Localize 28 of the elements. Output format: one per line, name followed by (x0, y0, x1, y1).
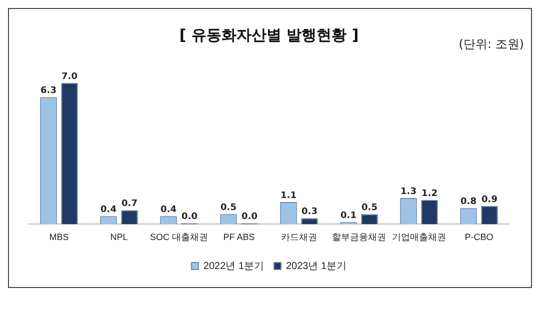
data-label: 0.5 (220, 202, 236, 213)
x-tick-label: 기업매출채권 (392, 232, 446, 242)
text: (단위: 조원) (458, 36, 524, 53)
data-label: 0.9 (482, 194, 498, 205)
data-label: 1.1 (280, 190, 296, 201)
data-label: 1.3 (400, 186, 416, 197)
data-label: 7.0 (62, 72, 78, 82)
x-tick-label: NPL (110, 232, 128, 242)
x-tick-label: P-CBO (464, 232, 494, 242)
data-label: 0.0 (242, 212, 258, 222)
data-label: 1.2 (422, 188, 438, 199)
data-label: 0.4 (160, 204, 176, 215)
data-label: 0.4 (100, 204, 116, 215)
legend-label: 2023년 1분기 (286, 260, 347, 272)
data-label: 0.7 (122, 198, 138, 209)
legend-label: 2022년 1분기 (203, 260, 264, 272)
data-label: 0.3 (302, 206, 318, 217)
chart-title: [ 유동화자산별 발행현황 ] (179, 26, 359, 44)
data-label: 0.0 (182, 212, 198, 222)
x-tick-label: SOC 대출채권 (150, 232, 208, 242)
x-tick-label: 할부금융채권 (332, 232, 386, 242)
data-label: 0.8 (460, 196, 476, 207)
x-tick-label: 카드채권 (281, 232, 317, 242)
data-label: 6.3 (40, 86, 56, 96)
x-tick-label: PF ABS (223, 232, 255, 242)
data-label: 0.5 (362, 202, 378, 213)
x-tick-label: MBS (49, 232, 69, 242)
data-label: 0.1 (340, 211, 356, 222)
